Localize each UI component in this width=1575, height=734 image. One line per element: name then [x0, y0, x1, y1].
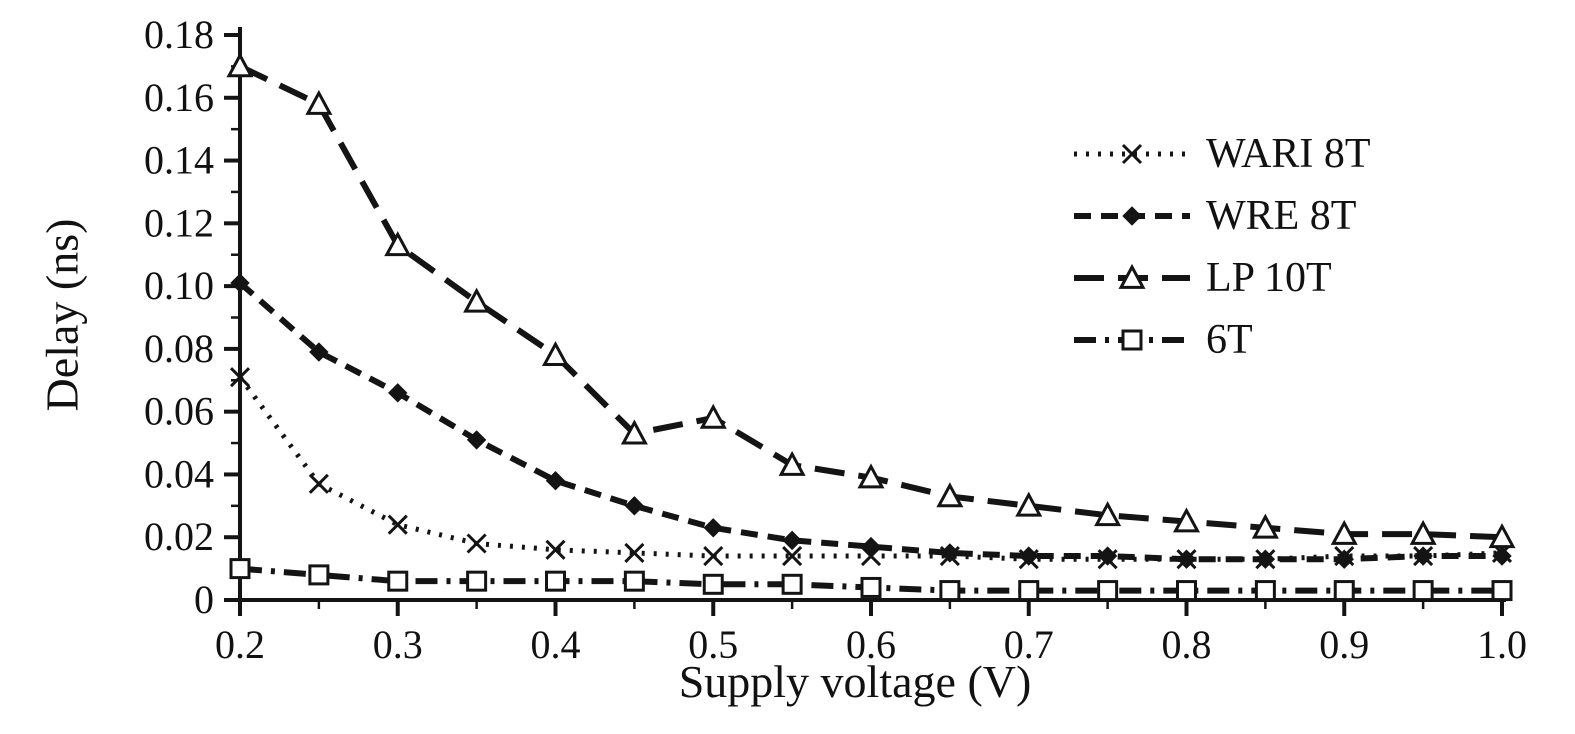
svg-text:0.8: 0.8: [1162, 622, 1212, 667]
legend-label: WRE 8T: [1206, 193, 1357, 239]
triangle-open-icon: [1074, 263, 1190, 289]
legend-item-lp-10t: LP 10T: [1072, 252, 1370, 304]
svg-text:0.14: 0.14: [144, 138, 214, 183]
svg-text:0: 0: [194, 577, 214, 622]
svg-text:0.04: 0.04: [144, 451, 214, 496]
svg-text:0.18: 0.18: [144, 12, 214, 57]
svg-text:0.3: 0.3: [373, 622, 423, 667]
svg-text:0.9: 0.9: [1319, 622, 1369, 667]
svg-text:0.2: 0.2: [215, 622, 265, 667]
legend-item-wari-8t: WARI 8T: [1072, 128, 1370, 180]
svg-text:0.06: 0.06: [144, 389, 214, 434]
svg-text:0.4: 0.4: [531, 622, 581, 667]
svg-text:0.12: 0.12: [144, 200, 214, 245]
svg-text:0.6: 0.6: [846, 622, 896, 667]
svg-text:0.7: 0.7: [1004, 622, 1054, 667]
legend-label: LP 10T: [1206, 255, 1332, 301]
legend-item-6t: 6T: [1072, 314, 1370, 366]
legend-label: WARI 8T: [1206, 131, 1371, 177]
diamond-icon: [1074, 206, 1190, 226]
svg-text:0.08: 0.08: [144, 326, 214, 371]
x-marker-icon: [1074, 143, 1190, 165]
legend-item-wre-8t: WRE 8T: [1072, 190, 1370, 242]
svg-text:0.10: 0.10: [144, 263, 214, 308]
legend-label: 6T: [1206, 317, 1253, 363]
y-axis-label: Delay (ns): [36, 218, 88, 412]
svg-text:1.0: 1.0: [1477, 622, 1527, 667]
svg-text:0.5: 0.5: [688, 622, 738, 667]
svg-text:0.02: 0.02: [144, 514, 214, 559]
svg-text:0.16: 0.16: [144, 75, 214, 120]
legend: WARI 8T WRE 8T LP 10T 6T: [1072, 128, 1370, 366]
square-open-icon: [1074, 329, 1190, 351]
x-axis-label: Supply voltage (V): [678, 656, 1032, 707]
